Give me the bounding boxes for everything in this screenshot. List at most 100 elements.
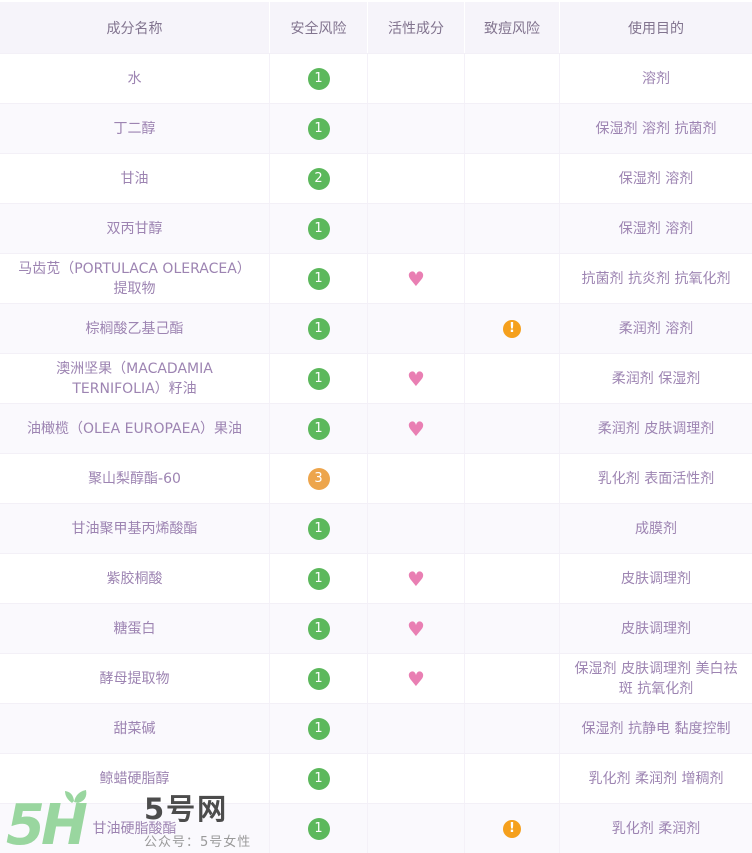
safety-risk-cell: 1 xyxy=(270,504,368,553)
table-header-row: 成分名称 安全风险 活性成分 致痘风险 使用目的 xyxy=(0,2,752,53)
usage-purpose-cell: 皮肤调理剂 xyxy=(621,570,691,587)
ingredient-name-cell: 甘油硬脂酸酯 xyxy=(0,804,270,853)
acne-risk-cell xyxy=(465,404,560,453)
table-row: 丁二醇 1 保湿剂 溶剂 抗菌剂 xyxy=(0,103,752,153)
safety-score-badge: 1 xyxy=(307,617,330,640)
table-row: 甘油硬脂酸酯 1 ! 乳化剂 柔润剂 xyxy=(0,803,752,853)
safety-risk-cell: 1 xyxy=(270,104,368,153)
watermark-text-block: 5号网 公众号：5号女性 xyxy=(144,790,251,850)
usage-purpose-cell: 乳化剂 柔润剂 xyxy=(611,820,701,837)
table-row: 棕榈酸乙基己酯 1 ! 柔润剂 溶剂 xyxy=(0,303,752,353)
table-row: 聚山梨醇酯-60 3 乳化剂 表面活性剂 xyxy=(0,453,752,503)
site-logo-icon: 5H xyxy=(6,790,91,852)
usage-purpose-cell: 保湿剂 皮肤调理剂 美白祛斑 抗氧化剂 xyxy=(574,660,738,697)
safety-risk-cell: 1 xyxy=(270,754,368,803)
ingredient-name-cell: 甘油聚甲基丙烯酸酯 xyxy=(0,504,270,553)
active-ingredient-cell xyxy=(368,704,465,753)
active-ingredient-cell: ♥ xyxy=(368,654,465,703)
heart-icon: ♥ xyxy=(407,266,425,291)
ingredient-name-cell: 棕榈酸乙基己酯 xyxy=(0,304,270,353)
safety-risk-cell: 1 xyxy=(270,354,368,403)
heart-icon: ♥ xyxy=(407,366,425,391)
acne-risk-cell xyxy=(465,704,560,753)
table-body: 水 1 溶剂 丁二醇 1 保湿剂 溶剂 抗菌剂 甘油 2 保湿剂 溶剂 双丙甘醇… xyxy=(0,53,752,853)
table-row: 紫胶桐酸 1 ♥ 皮肤调理剂 xyxy=(0,553,752,603)
table-row: 油橄榄（OLEA EUROPAEA）果油 1 ♥ 柔润剂 皮肤调理剂 xyxy=(0,403,752,453)
acne-risk-cell: ! xyxy=(465,304,560,353)
safety-score-badge: 1 xyxy=(307,267,330,290)
acne-risk-cell: ! xyxy=(465,804,560,853)
acne-risk-cell xyxy=(465,504,560,553)
usage-purpose-cell: 乳化剂 表面活性剂 xyxy=(597,470,715,487)
safety-score-badge: 1 xyxy=(307,667,330,690)
acne-risk-cell xyxy=(465,754,560,803)
table-row: 甘油聚甲基丙烯酸酯 1 成膜剂 xyxy=(0,503,752,553)
safety-score-badge: 1 xyxy=(307,417,330,440)
usage-purpose-cell: 保湿剂 溶剂 xyxy=(618,170,694,187)
column-header-active-ingredient: 活性成分 xyxy=(368,2,465,53)
acne-risk-cell xyxy=(465,354,560,403)
usage-purpose-cell: 成膜剂 xyxy=(635,520,677,537)
active-ingredient-cell xyxy=(368,304,465,353)
safety-risk-cell: 1 xyxy=(270,304,368,353)
exclamation-icon: ! xyxy=(503,819,521,838)
ingredient-name-cell: 甜菜碱 xyxy=(0,704,270,753)
safety-risk-cell: 3 xyxy=(270,454,368,503)
table-row: 甘油 2 保湿剂 溶剂 xyxy=(0,153,752,203)
svg-text:5H: 5H xyxy=(6,793,87,852)
active-ingredient-cell: ♥ xyxy=(368,554,465,603)
safety-risk-cell: 1 xyxy=(270,704,368,753)
acne-risk-cell xyxy=(465,154,560,203)
safety-score-badge: 1 xyxy=(307,217,330,240)
safety-risk-cell: 1 xyxy=(270,654,368,703)
acne-risk-cell xyxy=(465,454,560,503)
usage-purpose-cell: 乳化剂 柔润剂 增稠剂 xyxy=(588,770,724,787)
ingredient-name-cell: 糖蛋白 xyxy=(0,604,270,653)
safety-score-badge: 1 xyxy=(307,117,330,140)
acne-risk-cell xyxy=(465,204,560,253)
usage-purpose-cell: 溶剂 xyxy=(642,70,670,87)
active-ingredient-cell xyxy=(368,54,465,103)
active-ingredient-cell xyxy=(368,754,465,803)
column-header-acne-risk: 致痘风险 xyxy=(465,2,560,53)
safety-score-badge: 1 xyxy=(307,717,330,740)
usage-purpose-cell: 保湿剂 溶剂 抗菌剂 xyxy=(595,120,717,137)
ingredient-name-cell: 丁二醇 xyxy=(0,104,270,153)
table-row: 双丙甘醇 1 保湿剂 溶剂 xyxy=(0,203,752,253)
table-row: 马齿苋（PORTULACA OLERACEA）提取物 1 ♥ 抗菌剂 抗炎剂 抗… xyxy=(0,253,752,303)
active-ingredient-cell xyxy=(368,104,465,153)
site-subtitle: 公众号：5号女性 xyxy=(144,834,252,850)
safety-risk-cell: 1 xyxy=(270,804,368,853)
acne-risk-cell xyxy=(465,604,560,653)
column-header-safety-risk: 安全风险 xyxy=(270,2,368,53)
usage-purpose-cell: 保湿剂 溶剂 xyxy=(618,220,694,237)
safety-score-badge: 1 xyxy=(307,767,330,790)
active-ingredient-cell xyxy=(368,804,465,853)
heart-icon: ♥ xyxy=(407,616,425,641)
active-ingredient-cell: ♥ xyxy=(368,604,465,653)
ingredient-name-cell: 紫胶桐酸 xyxy=(0,554,270,603)
ingredient-name-cell: 马齿苋（PORTULACA OLERACEA）提取物 xyxy=(0,254,270,303)
safety-score-badge: 3 xyxy=(307,467,330,490)
safety-score-badge: 1 xyxy=(307,367,330,390)
exclamation-icon: ! xyxy=(503,319,521,338)
usage-purpose-cell: 柔润剂 皮肤调理剂 xyxy=(597,420,715,437)
safety-risk-cell: 1 xyxy=(270,604,368,653)
usage-purpose-cell: 保湿剂 抗静电 黏度控制 xyxy=(581,720,731,737)
usage-purpose-cell: 柔润剂 溶剂 xyxy=(618,320,694,337)
safety-score-badge: 1 xyxy=(307,817,330,840)
acne-risk-cell xyxy=(465,654,560,703)
ingredient-name-cell: 澳洲坚果（MACADAMIA TERNIFOLIA）籽油 xyxy=(0,354,270,403)
table-row: 酵母提取物 1 ♥ 保湿剂 皮肤调理剂 美白祛斑 抗氧化剂 xyxy=(0,653,752,703)
heart-icon: ♥ xyxy=(407,566,425,591)
ingredient-name-cell: 双丙甘醇 xyxy=(0,204,270,253)
table-row: 甜菜碱 1 保湿剂 抗静电 黏度控制 xyxy=(0,703,752,753)
column-header-usage-purpose: 使用目的 xyxy=(628,20,684,37)
column-header-ingredient-name: 成分名称 xyxy=(0,2,270,53)
usage-purpose-cell: 抗菌剂 抗炎剂 抗氧化剂 xyxy=(581,270,731,287)
active-ingredient-cell xyxy=(368,204,465,253)
usage-purpose-cell: 柔润剂 保湿剂 xyxy=(611,370,701,387)
safety-risk-cell: 1 xyxy=(270,204,368,253)
usage-purpose-cell: 皮肤调理剂 xyxy=(621,620,691,637)
